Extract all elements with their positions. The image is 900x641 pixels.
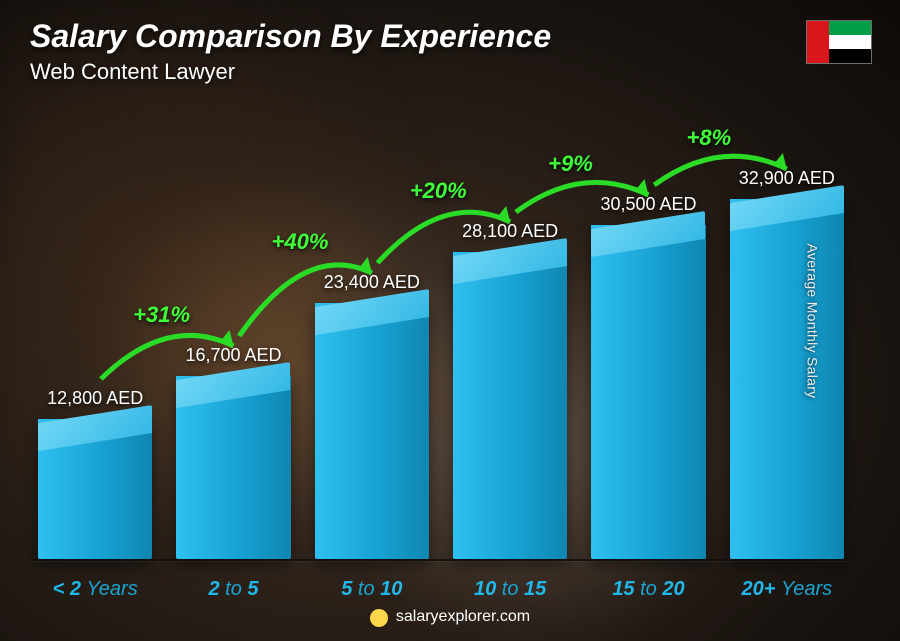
chart-baseline xyxy=(30,559,852,561)
footer: salaryexplorer.com xyxy=(0,608,900,631)
increase-percent-label: +31% xyxy=(133,302,190,328)
footer-logo: salaryexplorer.com xyxy=(370,608,530,626)
increase-percent-label: +9% xyxy=(548,151,593,177)
page-subtitle: Web Content Lawyer xyxy=(30,59,870,85)
increase-arc xyxy=(239,265,372,336)
increase-arc xyxy=(516,182,649,212)
x-axis-label: 10 to 15 xyxy=(453,578,567,601)
x-axis-label: 20+ Years xyxy=(730,578,844,601)
header: Salary Comparison By Experience Web Cont… xyxy=(30,18,870,85)
increase-percent-label: +20% xyxy=(410,178,467,204)
increase-percent-label: +40% xyxy=(272,229,329,255)
y-axis-label: Average Monthly Salary xyxy=(805,243,821,398)
increase-arc xyxy=(654,156,787,185)
x-axis-label: 15 to 20 xyxy=(591,578,705,601)
increase-arc xyxy=(378,212,511,263)
x-axis-label: 5 to 10 xyxy=(315,578,429,601)
increase-percent-label: +8% xyxy=(686,125,731,151)
x-axis-label: < 2 Years xyxy=(38,578,152,601)
footer-site-text: salaryexplorer.com xyxy=(396,608,530,626)
increase-arc xyxy=(101,335,234,379)
page-title: Salary Comparison By Experience xyxy=(30,18,870,55)
salary-bar-chart: 12,800 AED16,700 AED23,400 AED28,100 AED… xyxy=(38,110,844,559)
flag-hoist xyxy=(807,21,829,63)
logo-dot-icon xyxy=(370,609,388,627)
uae-flag-icon xyxy=(806,20,872,64)
x-axis-labels: < 2 Years 2 to 5 5 to 10 10 to 15 15 to 20 20… xyxy=(38,578,844,601)
x-axis-label: 2 to 5 xyxy=(176,578,290,601)
